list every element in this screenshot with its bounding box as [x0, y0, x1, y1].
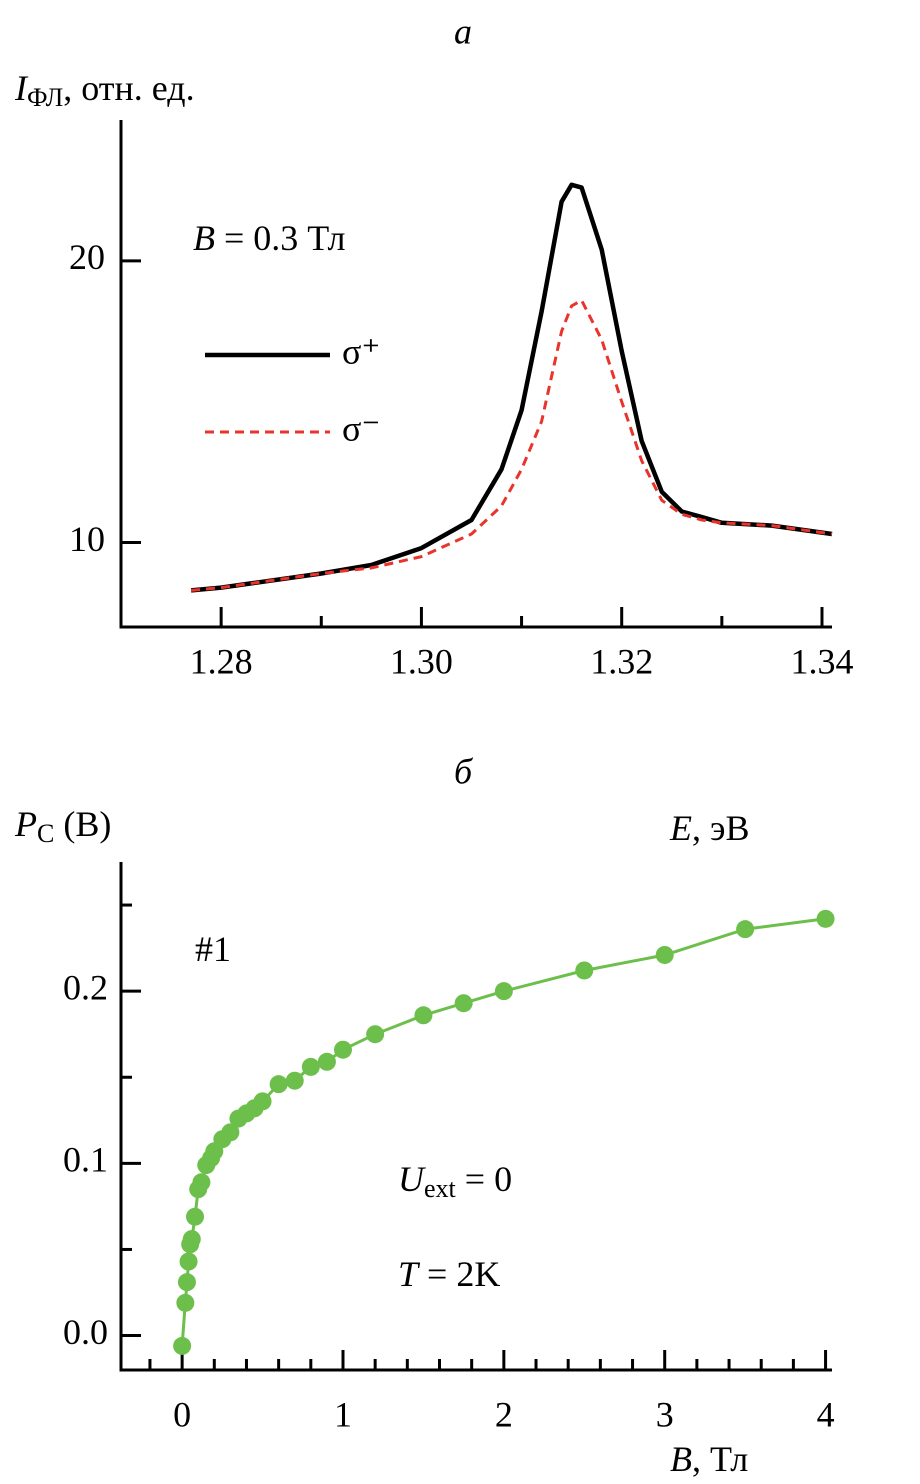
x-axis-label: E, эВ: [669, 808, 749, 848]
y-axis-label: IФЛ, отн. ед.: [14, 68, 195, 112]
axes: [119, 120, 832, 629]
y-tick-label: 0.2: [63, 967, 108, 1007]
data-point: [414, 1006, 433, 1025]
chart-title: а: [454, 11, 472, 51]
data-point: [285, 1071, 304, 1090]
x-axis-label-text: , эВ: [692, 808, 749, 848]
x-axis-label-symbol: B: [670, 1439, 692, 1479]
data-point: [333, 1040, 352, 1059]
data-point: [176, 1293, 195, 1312]
x-tick-label: 1.32: [590, 641, 653, 681]
y-axis-label-text: (B): [54, 804, 111, 844]
y-tick-label: 20: [69, 237, 105, 277]
x-tick-label: 3: [656, 1394, 674, 1434]
line-series: [190, 182, 833, 593]
y-axis-label: PC (B): [14, 804, 111, 848]
data-point: [366, 1025, 385, 1044]
y-axis-label-subscript: ФЛ: [27, 83, 63, 112]
chart-title: б: [454, 751, 474, 791]
x-tick-label: 1.28: [190, 641, 253, 681]
annotation: #1: [195, 929, 231, 969]
data-point: [317, 1052, 336, 1071]
data-point: [655, 945, 674, 964]
data-point: [182, 1230, 201, 1249]
x-axis-label: B, Тл: [670, 1439, 748, 1479]
y-tick-label: 10: [69, 519, 105, 559]
legend-label: σ⁻: [342, 408, 380, 448]
data-point: [173, 1336, 192, 1355]
data-point: [177, 1273, 196, 1292]
x-tick-label: 0: [173, 1394, 191, 1434]
y-axis-label-subscript: C: [37, 819, 54, 848]
data-point: [185, 1207, 204, 1226]
data-point: [192, 1173, 211, 1192]
x-tick-label: 4: [817, 1394, 835, 1434]
annotation-symbol: T: [398, 1254, 421, 1294]
y-axis-label-text: , отн. ед.: [63, 68, 194, 108]
data-point: [221, 1123, 240, 1142]
annotation: T = 2K: [398, 1254, 500, 1294]
data-point: [494, 982, 513, 1001]
line-series: [190, 298, 833, 592]
y-axis-label-symbol: P: [14, 804, 37, 844]
data-point: [816, 909, 835, 928]
x-tick-label: 1: [334, 1394, 352, 1434]
y-tick-label: 0.0: [63, 1312, 108, 1352]
legend-label: σ⁺: [342, 331, 380, 371]
data-point: [575, 961, 594, 980]
annotation-subscript: ext: [424, 1174, 457, 1203]
x-tick-label: 1.34: [790, 641, 853, 681]
x-tick-label: 1.30: [390, 641, 453, 681]
y-axis-label-symbol: I: [14, 68, 29, 108]
data-point: [269, 1075, 288, 1094]
annotation-symbol: B: [193, 218, 215, 258]
annotation-symbol: U: [398, 1159, 426, 1199]
x-axis-label-text: , Тл: [692, 1439, 748, 1479]
annotation: Uext = 0: [398, 1159, 512, 1203]
data-point: [179, 1252, 198, 1271]
annotation: B = 0.3 Тл: [193, 218, 346, 258]
data-point: [253, 1092, 272, 1111]
data-point: [454, 994, 473, 1013]
annotation-text: = 0: [456, 1159, 512, 1199]
x-axis-label-symbol: E: [669, 808, 692, 848]
data-point: [301, 1057, 320, 1076]
x-tick-label: 2: [495, 1394, 513, 1434]
annotation-text: = 0.3 Тл: [215, 218, 346, 258]
annotation-text: #1: [195, 929, 231, 969]
annotation-text: = 2K: [418, 1254, 500, 1294]
data-point: [736, 920, 755, 939]
axes: [119, 862, 832, 1372]
y-tick-label: 0.1: [63, 1140, 108, 1180]
